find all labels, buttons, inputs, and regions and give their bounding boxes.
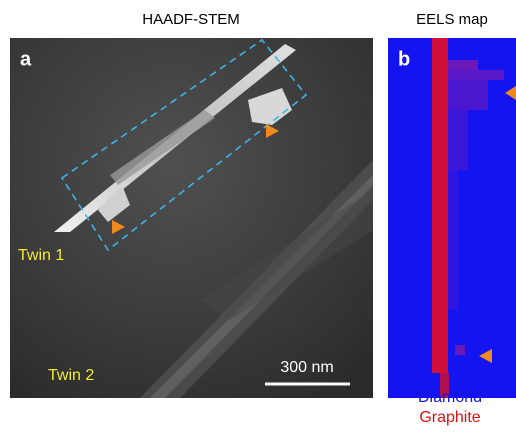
legend-entry: Diamond — [418, 389, 482, 406]
dashed-region — [60, 38, 308, 252]
twin-label: Twin 2 — [48, 367, 94, 384]
eels-map — [388, 38, 516, 398]
image-background — [10, 38, 373, 398]
arrowhead — [112, 220, 125, 234]
grain — [98, 185, 130, 222]
map-pixel — [448, 60, 478, 70]
grain — [110, 110, 215, 185]
map-pixel — [448, 110, 468, 170]
grain — [248, 88, 292, 125]
panel-title: EELS map — [416, 11, 488, 28]
twin-band — [200, 190, 373, 320]
arrowhead — [266, 124, 279, 138]
map-pixel — [448, 70, 504, 80]
arrowhead — [479, 349, 492, 363]
map-pixel — [448, 80, 488, 110]
panel-letter: a — [20, 48, 32, 70]
map-pixel — [448, 170, 458, 310]
arrowhead — [505, 86, 516, 100]
scale-bar-label: 300 nm — [280, 359, 333, 376]
haadf-image — [10, 38, 373, 398]
map-pixel — [455, 345, 465, 355]
twin-label: Twin 1 — [18, 247, 64, 264]
graphite-stripe — [440, 373, 449, 398]
legend-entry: Graphite — [419, 409, 480, 426]
graphite-stripe — [432, 38, 448, 373]
panel-letter: b — [398, 48, 410, 70]
panel-title: HAADF-STEM — [142, 11, 240, 28]
